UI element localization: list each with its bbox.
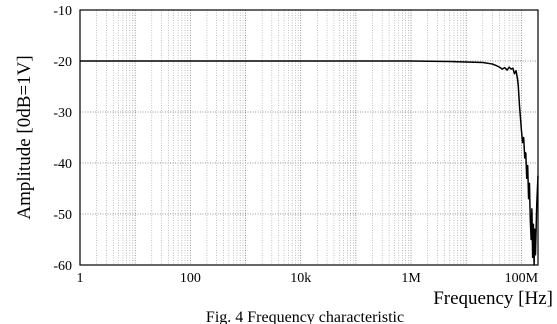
y-tick-label: -30	[53, 106, 72, 121]
x-tick-label: 100	[180, 271, 201, 286]
amplitude-series-line	[80, 60, 539, 266]
y-tick-label: -50	[53, 208, 72, 223]
y-tick-label: -60	[53, 259, 72, 274]
x-tick-label: 1M	[401, 271, 421, 286]
x-tick-label: 1	[77, 271, 84, 286]
x-axis-title: Frequency [Hz]	[433, 288, 553, 309]
y-tick-label: -10	[53, 4, 72, 19]
plot-frame	[79, 9, 539, 266]
figure-caption: Fig. 4 Frequency characteristic	[206, 309, 404, 324]
grid-lines	[79, 9, 539, 266]
y-tick-label: -40	[53, 157, 72, 172]
y-axis-title: Amplitude [0dB=1V]	[14, 55, 35, 219]
tick-labels: 1 100 10k 1M 100M -10 -20 -30 -40 -50 -60	[53, 4, 538, 286]
x-tick-label: 10k	[290, 271, 311, 286]
y-tick-label: -20	[53, 55, 72, 70]
x-tick-label: 100M	[505, 271, 539, 286]
